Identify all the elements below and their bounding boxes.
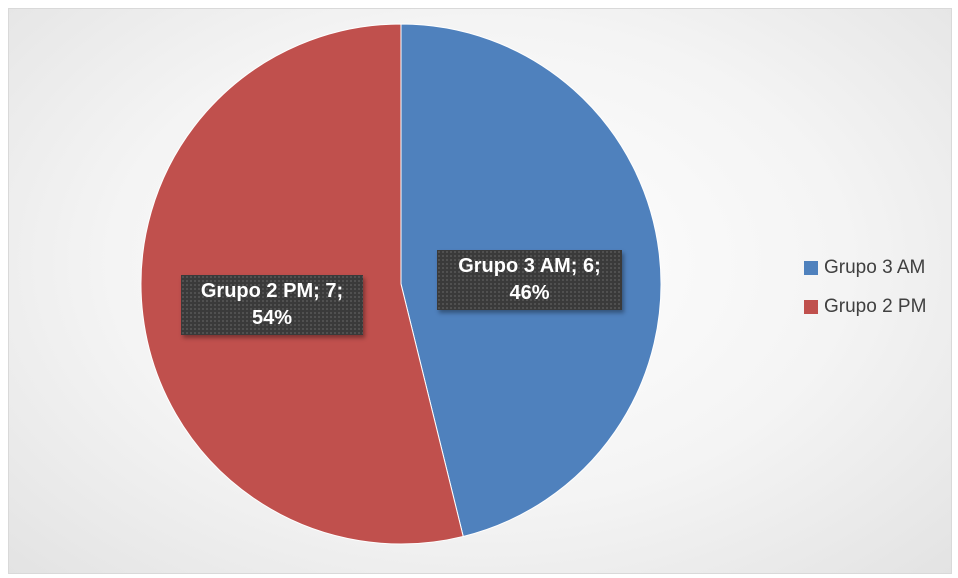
- legend: Grupo 3 AM Grupo 2 PM: [804, 257, 926, 335]
- legend-item-grupo-2-pm: Grupo 2 PM: [804, 296, 926, 318]
- legend-swatch-grupo-3-am: [804, 261, 818, 275]
- legend-label-grupo-3-am: Grupo 3 AM: [824, 257, 926, 278]
- data-label-grupo-2-pm: Grupo 2 PM; 7; 54%: [181, 275, 363, 335]
- legend-swatch-grupo-2-pm: [804, 300, 818, 314]
- data-label-grupo-3-am: Grupo 3 AM; 6; 46%: [437, 250, 622, 310]
- legend-item-grupo-3-am: Grupo 3 AM: [804, 257, 926, 279]
- legend-label-grupo-2-pm: Grupo 2 PM: [824, 296, 927, 317]
- data-label-grupo-3-am-line2: 46%: [509, 282, 550, 304]
- chart-area: Grupo 3 AM; 6; 46% Grupo 2 PM; 7; 54% Gr…: [8, 8, 952, 574]
- data-label-grupo-2-pm-line1: Grupo 2 PM; 7;: [200, 280, 344, 302]
- data-label-grupo-2-pm-line2: 54%: [251, 307, 293, 329]
- data-label-grupo-3-am-line1: Grupo 3 AM; 6;: [458, 255, 601, 277]
